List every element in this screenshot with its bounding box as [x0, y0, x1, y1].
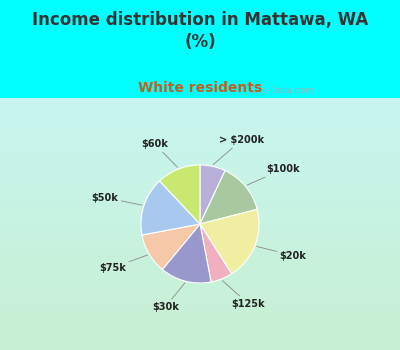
- Wedge shape: [200, 170, 257, 224]
- Wedge shape: [200, 165, 225, 224]
- Text: 🔵 City-Data.com: 🔵 City-Data.com: [241, 86, 314, 95]
- Text: $50k: $50k: [92, 193, 142, 205]
- Text: Income distribution in Mattawa, WA
(%): Income distribution in Mattawa, WA (%): [32, 10, 368, 51]
- Text: $20k: $20k: [257, 246, 306, 260]
- Wedge shape: [141, 181, 200, 235]
- Text: $30k: $30k: [152, 283, 185, 312]
- Text: > $200k: > $200k: [213, 135, 264, 164]
- Wedge shape: [142, 224, 200, 270]
- Text: $100k: $100k: [247, 164, 300, 185]
- Wedge shape: [160, 165, 200, 224]
- Wedge shape: [200, 224, 232, 282]
- Text: $125k: $125k: [222, 281, 265, 309]
- Text: White residents: White residents: [138, 80, 262, 94]
- Wedge shape: [200, 209, 259, 274]
- Text: $60k: $60k: [142, 139, 178, 167]
- Text: $75k: $75k: [99, 255, 148, 273]
- Wedge shape: [162, 224, 211, 283]
